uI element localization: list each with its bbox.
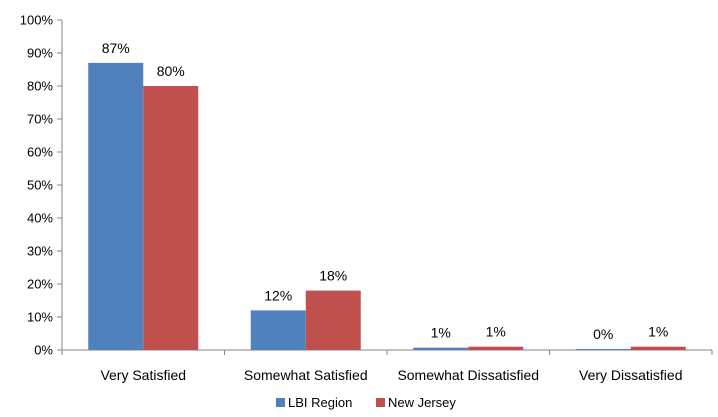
x-axis — [61, 349, 713, 355]
bar — [305, 290, 361, 350]
y-tick-label: 10% — [27, 310, 53, 325]
bars — [88, 62, 686, 351]
legend-label: New Jersey — [388, 395, 456, 410]
y-tick-label: 80% — [27, 79, 53, 94]
y-tick-label: 40% — [27, 211, 53, 226]
y-tick-label: 60% — [27, 145, 53, 160]
y-tick-label: 30% — [27, 244, 53, 259]
bar — [88, 62, 144, 351]
category-label: Very Dissatisfied — [579, 367, 682, 383]
data-label: 87% — [102, 40, 130, 56]
data-labels: 87% 80% 12% 18% 1% 1% 0% 1% — [102, 40, 669, 342]
category-labels: Very Satisfied Somewhat Satisfied Somewhat… — [100, 367, 682, 383]
data-label: 12% — [264, 287, 292, 303]
y-tick-label: 100% — [20, 13, 54, 28]
y-tick-label: 90% — [27, 46, 53, 61]
data-label: 18% — [319, 268, 347, 284]
legend-label: LBI Region — [288, 395, 352, 410]
y-tick-label: 50% — [27, 178, 53, 193]
legend: LBI Region New Jersey — [276, 395, 456, 410]
y-tick-label: 0% — [34, 343, 53, 358]
category-label: Somewhat Dissatisfied — [397, 367, 539, 383]
data-label: 1% — [486, 324, 506, 340]
y-tick-label: 70% — [27, 112, 53, 127]
bar — [143, 86, 199, 350]
bar — [468, 346, 524, 350]
bar — [575, 349, 631, 350]
data-label: 1% — [648, 324, 668, 340]
bar — [630, 346, 686, 350]
data-label: 80% — [157, 63, 185, 79]
legend-item: New Jersey — [376, 395, 456, 410]
data-label: 1% — [431, 325, 451, 341]
bar — [250, 310, 306, 350]
bar — [413, 347, 469, 350]
y-tick-label: 20% — [27, 277, 53, 292]
data-label: 0% — [593, 326, 613, 342]
legend-swatch — [276, 398, 285, 407]
category-label: Very Satisfied — [100, 367, 186, 383]
category-label: Somewhat Satisfied — [244, 367, 368, 383]
y-axis: 0% 10% 20% 30% 40% 50% 60% 70% 80% 90% 100% — [20, 13, 63, 358]
legend-item: LBI Region — [276, 395, 352, 410]
legend-swatch — [376, 398, 385, 407]
